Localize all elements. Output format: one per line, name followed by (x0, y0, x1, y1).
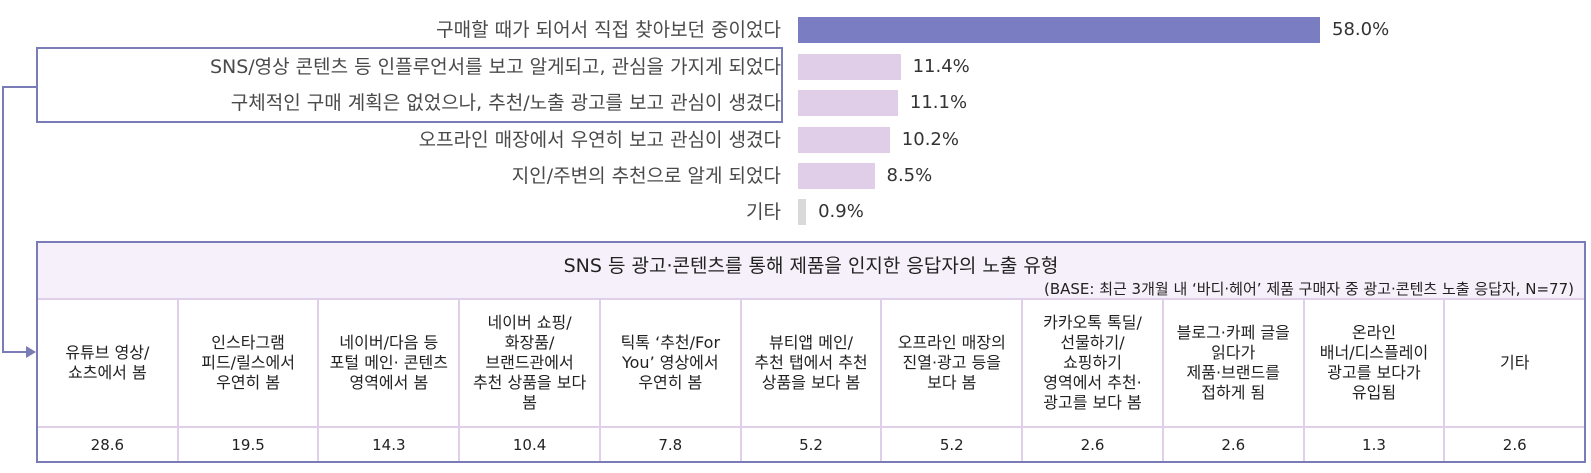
bar-label: 지인/주변의 추천으로 알게 되었다 (511, 165, 781, 187)
column-label: 블로그·카페 글을 읽다가 제품·브랜드를 접하게 됨 (1163, 300, 1303, 428)
bar-label: SNS/영상 콘텐츠 등 인플루언서를 보고 알게되고, 관심을 가지게 되었다 (209, 56, 781, 78)
column-value: 5.2 (939, 435, 964, 454)
bar-row: SNS/영상 콘텐츠 등 인플루언서를 보고 알게되고, 관심을 가지게 되었다… (0, 54, 1591, 80)
table-column: 네이버/다음 등 포털 메인· 콘텐츠 영역에서 봄 14.3 (319, 300, 461, 461)
column-label: 온라인 배너/디스플레이 광고를 보다가 유입됨 (1304, 300, 1444, 428)
bar-value: 11.4% (912, 56, 970, 77)
connector-line (2, 351, 26, 353)
table-column: 온라인 배너/디스플레이 광고를 보다가 유입됨 1.3 (1304, 300, 1446, 461)
column-label: 인스타그램 피드/릴스에서 우연히 봄 (178, 300, 318, 428)
bar (798, 17, 1320, 43)
column-value: 2.6 (1221, 435, 1246, 454)
column-value: 2.6 (1502, 435, 1527, 454)
bar-label: 구체적인 구매 계획은 없었으나, 추천/노출 광고를 보고 관심이 생겼다 (230, 92, 781, 114)
exposure-type-table: SNS 등 광고·콘텐츠를 통해 제품을 인지한 응답자의 노출 유형 (BAS… (36, 241, 1586, 463)
column-label: 카카오톡 톡딜/ 선물하기/ 쇼핑하기 영역에서 추천· 광고를 보다 봄 (1023, 300, 1162, 428)
table-column: 블로그·카페 글을 읽다가 제품·브랜드를 접하게 됨 2.6 (1163, 300, 1305, 461)
bar-value: 10.2% (901, 129, 959, 150)
column-value: 19.5 (231, 435, 265, 454)
table-columns: 유튜브 영상/ 쇼츠에서 봄 28.6 인스타그램 피드/릴스에서 우연히 봄 19… (38, 300, 1585, 461)
bar-label: 구매할 때가 되어서 직접 찾아보던 중이었다 (436, 19, 781, 41)
bar-value: 11.1% (909, 92, 968, 113)
bar-row: 기타 0.9% (0, 199, 1591, 225)
bar-label: 기타 (746, 201, 781, 223)
connector-line (2, 86, 38, 88)
table-column: 뷰티앱 메인/ 추천 탭에서 추천 상품을 보다 봄 5.2 (741, 300, 883, 461)
arrow-right-icon (26, 346, 36, 358)
bar-row: 지인/주변의 추천으로 알게 되었다 8.5% (0, 163, 1591, 189)
bar (798, 54, 901, 80)
table-column: 네이버 쇼핑/ 화장품/ 브랜드관에서 추천 상품을 보다 봄 10.4 (460, 300, 601, 461)
bar-row: 구매할 때가 되어서 직접 찾아보던 중이었다 58.0% (0, 17, 1591, 43)
bar-value: 0.9% (818, 201, 864, 222)
table-title: SNS 등 광고·콘텐츠를 통해 제품을 인지한 응답자의 노출 유형 (563, 255, 1059, 277)
column-value: 1.3 (1362, 435, 1386, 454)
column-label: 유튜브 영상/ 쇼츠에서 봄 (38, 300, 177, 428)
table-column: 틱톡 ‘추천/For You’ 영상에서 우연히 봄 7.8 (600, 300, 742, 461)
column-label: 오프라인 매장의 진열·광고 등을 보다 봄 (882, 300, 1022, 428)
highlight-box (36, 47, 783, 123)
bar (798, 163, 875, 189)
column-value: 10.4 (512, 435, 547, 454)
bar (798, 90, 898, 116)
column-value: 28.6 (90, 435, 125, 454)
column-value: 14.3 (372, 435, 406, 454)
column-label: 네이버/다음 등 포털 메인· 콘텐츠 영역에서 봄 (319, 300, 459, 428)
column-label: 틱톡 ‘추천/For You’ 영상에서 우연히 봄 (600, 300, 740, 428)
bar-row: 구체적인 구매 계획은 없었으나, 추천/노출 광고를 보고 관심이 생겼다 1… (0, 90, 1591, 116)
connector-line (2, 86, 4, 353)
table-column: 인스타그램 피드/릴스에서 우연히 봄 19.5 (178, 300, 320, 461)
column-label: 뷰티앱 메인/ 추천 탭에서 추천 상품을 보다 봄 (741, 300, 881, 428)
bar-row: 오프라인 매장에서 우연히 보고 관심이 생겼다 10.2% (0, 127, 1591, 153)
column-label: 네이버 쇼핑/ 화장품/ 브랜드관에서 추천 상품을 보다 봄 (460, 300, 599, 428)
column-label: 기타 (1445, 300, 1585, 428)
bar-label: 오프라인 매장에서 우연히 보고 관심이 생겼다 (418, 129, 781, 151)
bar (798, 127, 890, 153)
table-column: 카카오톡 톡딜/ 선물하기/ 쇼핑하기 영역에서 추천· 광고를 보다 봄 2.6 (1023, 300, 1164, 461)
column-value: 7.8 (658, 435, 683, 454)
table-column: 기타 2.6 (1445, 300, 1585, 461)
bar-value: 8.5% (886, 165, 933, 186)
column-value: 2.6 (1080, 435, 1105, 454)
bar (798, 199, 807, 225)
table-header: SNS 등 광고·콘텐츠를 통해 제품을 인지한 응답자의 노출 유형 (BAS… (38, 243, 1584, 300)
table-column: 유튜브 영상/ 쇼츠에서 봄 28.6 (38, 300, 179, 461)
bar-value: 58.0% (1332, 19, 1390, 40)
table-base-note: (BASE: 최근 3개월 내 ‘바디·헤어’ 제품 구매자 중 광고·콘텐츠 … (1043, 280, 1574, 298)
column-value: 5.2 (799, 435, 823, 454)
table-column: 오프라인 매장의 진열·광고 등을 보다 봄 5.2 (882, 300, 1024, 461)
